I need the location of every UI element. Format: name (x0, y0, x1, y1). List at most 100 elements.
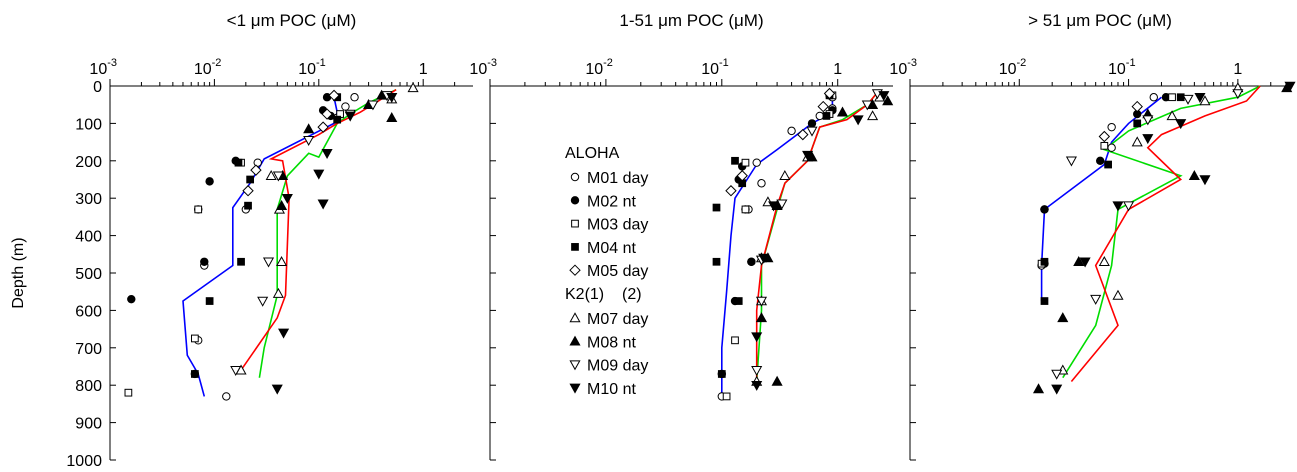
data-point-m09 (861, 100, 873, 111)
legend-marker-m07 (569, 312, 581, 323)
y-tick-label: 900 (75, 416, 102, 433)
data-point-m02 (127, 294, 136, 304)
data-point-m09 (230, 365, 242, 376)
y-tick-label: 300 (75, 191, 102, 208)
data-point-m04 (333, 115, 342, 124)
data-point-m04 (1133, 119, 1142, 128)
legend-label-m10: M10 nt (587, 381, 636, 398)
panel-3-title: > 51 μm POC (μM) (1028, 11, 1172, 30)
data-point-m01 (815, 111, 824, 121)
x-tick-label: 1 (833, 61, 842, 78)
profile-line-k2-2 (258, 88, 397, 378)
data-point-m10 (852, 115, 864, 126)
profile-line-aloha (182, 97, 339, 397)
data-point-m04 (237, 257, 245, 266)
legend-marker-m08 (569, 335, 581, 346)
data-point-m09 (755, 296, 768, 307)
data-point-m05 (321, 108, 333, 120)
y-tick-label: 100 (75, 116, 102, 133)
data-point-m05 (242, 185, 254, 197)
data-point-m03 (741, 158, 750, 167)
panels: 10-3 10-2 10-1 1 0 100 200 300 400 500 600 700 800 90… (66, 11, 1296, 470)
data-point-m05 (1131, 100, 1143, 113)
data-point-m03 (741, 205, 750, 214)
data-point-m10 (1199, 175, 1211, 186)
data-point-m09 (1065, 156, 1077, 167)
profile-line-k2-1 (755, 89, 881, 382)
data-point-m04 (191, 370, 199, 378)
data-point-m09 (1090, 294, 1102, 305)
data-point-m10 (768, 201, 780, 212)
data-point-m01 (1107, 122, 1116, 132)
data-point-m08 (1032, 383, 1045, 394)
data-point-m03 (1100, 141, 1109, 150)
legend-label-m05: M05 day (587, 263, 648, 280)
data-point-m10 (751, 332, 763, 343)
legend-marker-m01 (570, 172, 580, 182)
data-point-m08 (882, 95, 894, 106)
data-point-m10 (1142, 134, 1154, 145)
panel-3: 10-3 10-2 10-1 1 > 51 μm POC (μM) (889, 11, 1296, 461)
data-point-m04 (244, 201, 252, 210)
panel-3-axes: 10-3 10-2 10-1 1 (889, 57, 1290, 461)
y-tick-label: 500 (75, 266, 102, 283)
data-point-m08 (303, 123, 315, 134)
x-tick-label: 10-3 (469, 57, 497, 78)
y-tick-label: 1000 (66, 453, 102, 470)
legend-label-m04: M04 nt (587, 240, 636, 257)
data-point-m07 (779, 170, 791, 181)
data-point-m04 (822, 112, 831, 120)
profile-line-k2-2 (1062, 85, 1261, 379)
legend: ALOHA K2(1) (2) M01 day M02 nt M03 day M04 … (565, 145, 648, 398)
y-tick-label: 800 (75, 378, 102, 395)
data-point-m03 (722, 392, 731, 401)
legend-marker-m04 (571, 243, 579, 251)
data-point-m07 (407, 82, 419, 93)
data-point-m09 (262, 257, 275, 268)
data-point-m04 (734, 297, 743, 305)
data-point-m10 (1194, 92, 1206, 103)
data-point-m04 (712, 203, 721, 212)
panel-2-points (712, 87, 894, 401)
legend-marker-m02 (570, 196, 580, 205)
data-point-m08 (1073, 256, 1085, 267)
data-point-m02 (1040, 205, 1049, 214)
legend-label-m08: M08 nt (587, 334, 636, 351)
data-point-m10 (1079, 257, 1091, 268)
data-point-m09 (1142, 115, 1154, 126)
data-point-m05 (725, 185, 737, 197)
data-point-m05 (817, 100, 829, 113)
data-point-m01 (350, 93, 359, 102)
data-point-m03 (194, 205, 203, 214)
data-point-m10 (313, 169, 325, 180)
panel-1-profile-lines (182, 88, 397, 397)
data-point-m04 (205, 297, 214, 305)
legend-label-m09: M09 day (587, 358, 648, 375)
data-point-m09 (1123, 201, 1135, 212)
legend-marker-m09 (569, 360, 581, 371)
y-tick-label: 600 (75, 303, 102, 320)
data-point-m02 (807, 119, 817, 128)
data-point-m07 (1098, 256, 1110, 267)
data-point-m10 (344, 111, 356, 122)
legend-marker-m10 (569, 383, 581, 394)
profile-line-k2-1 (240, 89, 397, 371)
data-point-m05 (736, 170, 748, 182)
legend-label-m03: M03 day (587, 217, 648, 234)
legend-group-aloha: ALOHA (565, 145, 620, 162)
data-point-m03 (731, 336, 739, 345)
panel-1-points (124, 82, 419, 401)
legend-marker-m05 (569, 264, 581, 276)
data-point-m09 (1232, 89, 1244, 100)
data-point-m08 (1188, 170, 1200, 181)
data-point-m05 (317, 121, 329, 133)
legend-group-k2-2: (2) (622, 286, 642, 303)
data-point-m03 (124, 388, 133, 397)
data-point-m10 (758, 253, 770, 264)
data-point-m09 (272, 171, 284, 182)
data-point-m07 (276, 256, 288, 267)
data-point-m04 (246, 175, 255, 184)
x-tick-label: 10-2 (585, 57, 613, 78)
panel-1-axes: 10-3 10-2 10-1 1 0 100 200 300 400 500 600 700 800 90… (66, 57, 473, 470)
